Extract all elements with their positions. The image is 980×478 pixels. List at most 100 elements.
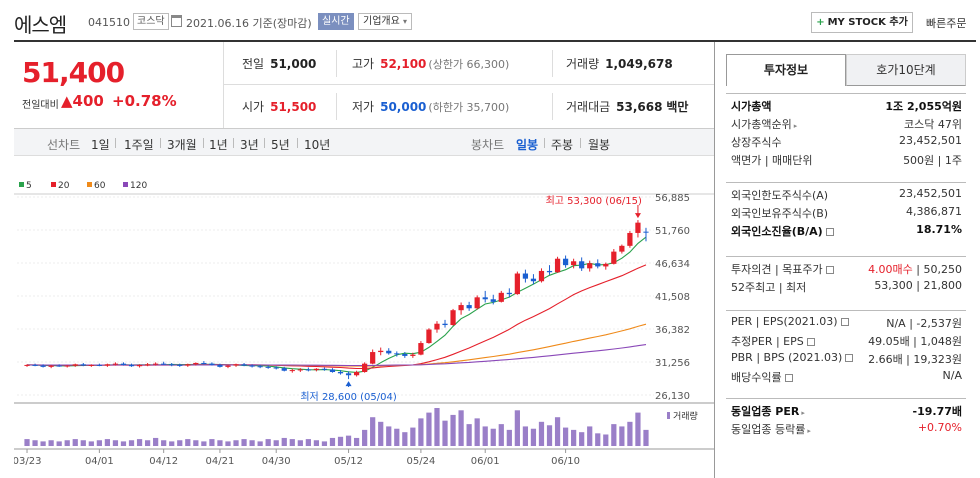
help-icon[interactable] bbox=[825, 228, 834, 236]
y-tick-label: 51,760 bbox=[655, 226, 690, 237]
info-value: -19.77배 bbox=[913, 403, 962, 419]
current-price: 51,400 bbox=[22, 56, 125, 89]
period-1d[interactable]: 1일 bbox=[91, 138, 110, 152]
low-annotation: 최저 28,600 (05/04) bbox=[300, 391, 396, 403]
info-label-text: PBR | BPS (2021.03) bbox=[731, 351, 843, 364]
volume-bar bbox=[64, 440, 70, 446]
volume-bar bbox=[225, 441, 231, 446]
volume-bar bbox=[386, 426, 392, 446]
candle-body bbox=[209, 363, 215, 365]
info-label[interactable]: PER | EPS(2021.03) bbox=[731, 315, 849, 328]
moving-average-line bbox=[27, 323, 647, 367]
volume-bar bbox=[426, 412, 432, 446]
info-label-text: 동일업종 PER bbox=[731, 405, 800, 418]
realtime-button[interactable]: 실시간 bbox=[318, 13, 354, 30]
chart-period-bar: 선차트 1일 1주일 3개월 1년 3년 5년 10년 봉차트 일봉 주봉 월봉 bbox=[14, 129, 714, 156]
up-arrow-icon: ▲ bbox=[61, 92, 73, 110]
candle-body bbox=[394, 353, 400, 355]
volume-bar bbox=[370, 417, 376, 446]
candle-body bbox=[611, 251, 617, 264]
info-label[interactable]: 배당수익률 bbox=[731, 369, 793, 385]
help-icon[interactable] bbox=[825, 266, 834, 274]
candle-body bbox=[305, 369, 311, 371]
legend-label: 5 bbox=[26, 181, 32, 191]
candle-chart-label: 봉차트 bbox=[471, 138, 505, 152]
info-label[interactable]: 동일업종 등락률 ▸ bbox=[731, 421, 811, 437]
info-label[interactable]: 동일업종 PER ▸ bbox=[731, 403, 805, 419]
candle-body bbox=[402, 353, 408, 356]
candle-weekly[interactable]: 주봉 bbox=[551, 138, 574, 152]
info-label[interactable]: 외국인소진율(B/A) bbox=[731, 223, 834, 239]
info-value: 53,300 | 21,800 bbox=[874, 279, 962, 292]
y-tick-label: 46,634 bbox=[655, 259, 690, 270]
info-label-text: 시가총액순위 bbox=[731, 118, 792, 131]
change-label: 전일대비 bbox=[22, 100, 59, 111]
help-icon[interactable] bbox=[840, 318, 849, 326]
volume-label: 거래량 bbox=[566, 57, 600, 71]
candle-body bbox=[490, 299, 496, 302]
candle-body bbox=[506, 292, 512, 295]
volume-bar bbox=[595, 433, 601, 446]
company-overview-dropdown[interactable]: 기업개요 ▾ bbox=[358, 13, 413, 30]
info-label[interactable]: 투자의견 | 목표주가 bbox=[731, 261, 834, 277]
info-label[interactable]: PBR | BPS (2021.03) bbox=[731, 351, 854, 364]
period-10y[interactable]: 10년 bbox=[304, 138, 331, 152]
candle-body bbox=[434, 323, 440, 330]
info-row: PER | EPS(2021.03) N/A | -2,537원 bbox=[726, 314, 966, 332]
info-label: 액면가 | 매매단위 bbox=[731, 152, 813, 168]
change-percent: +0.78% bbox=[112, 92, 177, 110]
amount-label: 거래대금 bbox=[566, 100, 611, 114]
chevron-down-icon: ▾ bbox=[403, 17, 408, 26]
info-row: 동일업종 등락률 ▸ +0.70% bbox=[726, 420, 966, 438]
divider bbox=[14, 128, 714, 129]
candle-body bbox=[177, 364, 183, 366]
info-label-text: PER | EPS(2021.03) bbox=[731, 315, 838, 328]
period-3y[interactable]: 3년 bbox=[240, 138, 259, 152]
period-3m[interactable]: 3개월 bbox=[167, 138, 197, 152]
quick-order-link[interactable]: 빠른주문 bbox=[926, 17, 967, 30]
help-icon[interactable] bbox=[806, 338, 815, 346]
info-label[interactable]: 시가총액순위 ▸ bbox=[731, 116, 797, 132]
volume-bar bbox=[32, 440, 38, 446]
volume-bar bbox=[104, 439, 111, 446]
help-icon[interactable] bbox=[845, 354, 854, 362]
y-tick-label: 41,508 bbox=[655, 292, 690, 303]
volume-bar bbox=[450, 414, 456, 446]
info-value-text: 23,452,501 bbox=[899, 134, 962, 147]
caret-right-icon: ▸ bbox=[793, 122, 798, 130]
candle-body bbox=[136, 364, 143, 367]
candle-body bbox=[233, 364, 239, 366]
candle-monthly[interactable]: 월봉 bbox=[588, 138, 611, 152]
info-tabs: 투자정보 호가10단계 bbox=[726, 54, 966, 86]
candle-body bbox=[104, 364, 111, 366]
period-5y[interactable]: 5년 bbox=[271, 138, 290, 152]
legend-swatch bbox=[123, 182, 128, 187]
volume-bar bbox=[329, 437, 336, 446]
info-row: 상장주식수 23,452,501 bbox=[726, 133, 966, 151]
volume-bar bbox=[185, 439, 191, 446]
volume-bar bbox=[514, 410, 520, 446]
volume-legend-swatch bbox=[667, 412, 670, 419]
volume-bar bbox=[241, 439, 247, 446]
candle-body bbox=[72, 364, 78, 366]
add-my-stock-button[interactable]: + MY STOCK 추가 bbox=[811, 12, 913, 33]
period-1y[interactable]: 1년 bbox=[209, 138, 228, 152]
tab-order-book[interactable]: 호가10단계 bbox=[846, 54, 966, 86]
caret-right-icon: ▸ bbox=[807, 427, 811, 435]
volume-bar bbox=[353, 437, 360, 446]
date-value: 2021.06.16 bbox=[186, 17, 249, 30]
stats-row: 전일 51,000 고가 52,100 (상한가 66,300) 거래량 1,049,6… bbox=[224, 42, 714, 85]
calendar-icon bbox=[171, 15, 182, 27]
high-label: 고가 bbox=[352, 57, 375, 71]
candlestick-chart[interactable]: 5 20 60 120 56,885 51,760 46,634 41,508 36,382 31… bbox=[14, 170, 714, 470]
legend-label: 20 bbox=[58, 181, 70, 191]
volume-bar bbox=[217, 440, 223, 446]
help-icon[interactable] bbox=[784, 374, 793, 382]
info-label[interactable]: 추정PER | EPS bbox=[731, 333, 815, 349]
period-1w[interactable]: 1주일 bbox=[124, 138, 154, 152]
candle-daily[interactable]: 일봉 bbox=[516, 138, 539, 152]
info-value-text: N/A bbox=[942, 369, 962, 382]
info-value-highlight: +0.70% bbox=[917, 421, 962, 434]
tab-investment-info[interactable]: 투자정보 bbox=[726, 54, 846, 86]
price-box: 51,400 전일대비 ▲400 +0.78% bbox=[14, 42, 224, 128]
